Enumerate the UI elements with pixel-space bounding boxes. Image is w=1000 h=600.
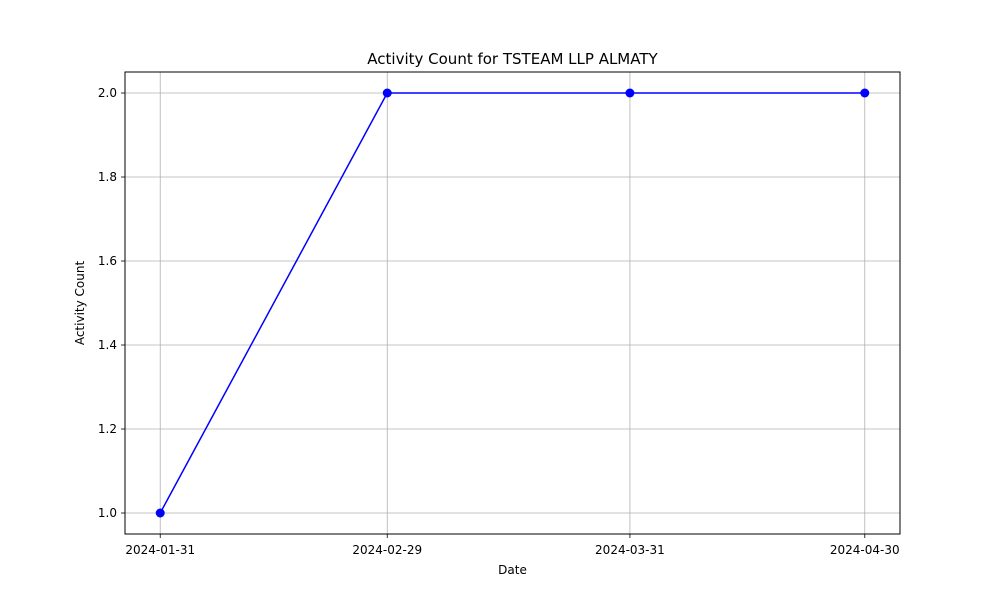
x-tick-label: 2024-03-31: [595, 543, 665, 557]
plot-frame: [124, 71, 901, 535]
plot-background: [125, 72, 900, 534]
data-point-marker: [625, 88, 635, 98]
y-axis-label: Activity Count: [73, 261, 87, 346]
y-tick-label: 1.4: [98, 338, 117, 352]
data-point-marker: [860, 88, 870, 98]
x-tick-label: 2024-01-31: [125, 543, 195, 557]
data-point-marker: [382, 88, 392, 98]
series-layer: [155, 88, 870, 518]
x-axis-label: Date: [498, 563, 527, 577]
y-tick-label: 1.8: [98, 170, 117, 184]
x-tick-label: 2024-04-30: [830, 543, 900, 557]
y-tick-label: 1.0: [98, 506, 117, 520]
series-line: [159, 92, 865, 514]
axis-ticks: 2024-01-31 2024-02-29 2024-03-31 2024-04-30…: [98, 86, 900, 557]
x-tick-label: 2024-02-29: [352, 543, 422, 557]
data-point-marker: [155, 508, 165, 518]
y-tick-label: 2.0: [98, 86, 117, 100]
y-tick-label: 1.6: [98, 254, 117, 268]
chart-title: Activity Count for TSTEAM LLP ALMATY: [367, 50, 658, 68]
y-tick-label: 1.2: [98, 422, 117, 436]
